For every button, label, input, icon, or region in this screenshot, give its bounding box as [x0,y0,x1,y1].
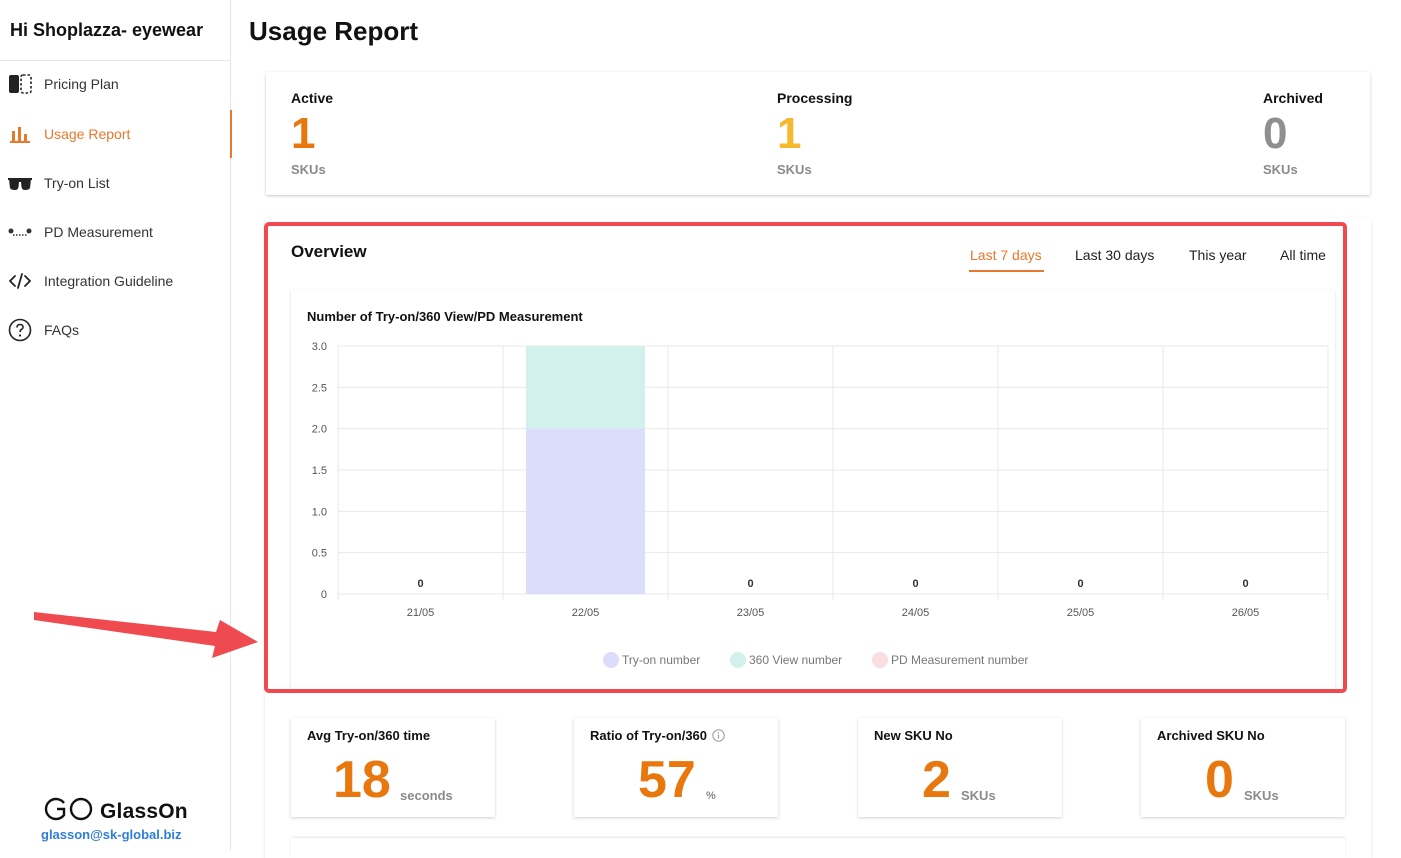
sidebar-item-pd-measurement[interactable]: PD Measurement [0,208,231,256]
glasses-icon [7,172,33,194]
y-tick-label: 2.5 [312,382,327,394]
metric-value: 18 [333,751,391,809]
metric-label: Archived SKU No [1157,728,1265,743]
legend-label: PD Measurement number [891,653,1028,667]
y-tick-label: 0 [321,589,327,601]
chart-card [291,290,1335,690]
y-tick-label: 0.5 [312,548,327,560]
brand-logo: GlassOn [42,797,188,826]
sidebar-item-label: Usage Report [44,126,131,142]
metric-label: New SKU No [874,728,953,743]
page-title: Usage Report [249,16,419,46]
metric-value: 0 [1205,751,1234,809]
stat-unit: SKUs [291,162,326,177]
legend-marker [603,652,619,668]
stat-label: Processing [777,90,853,106]
tab-last-7-days[interactable]: Last 7 days [970,247,1042,263]
question-circle-icon [7,318,33,342]
metric-avg-time: Avg Try-on/360 time 18 seconds [291,718,495,817]
brand-name: GlassOn [100,799,188,823]
metric-unit: SKUs [961,788,996,803]
stat-value: 1 [291,109,316,158]
metric-label-text: Ratio of Try-on/360 [590,728,708,743]
data-label: 0 [1242,578,1248,590]
metric-archived-sku: Archived SKU No 0 SKUs [1141,718,1345,817]
data-label: 0 [417,578,423,590]
stat-label: Active [291,90,334,106]
metric-value: 57 [638,751,696,809]
sidebar-item-label: Try-on List [44,175,110,191]
stat-unit: SKUs [777,162,812,177]
sku-stats-card: Active 1 SKUs Processing 1 SKUs Archived… [266,72,1370,195]
sidebar-item-usage-report[interactable]: Usage Report [0,110,232,158]
data-label: 0 [1077,578,1083,590]
metric-label: Ratio of Try-on/360 [590,728,725,743]
active-tab-indicator [969,270,1044,272]
bar-segment [526,346,645,429]
stat-value: 1 [777,109,802,158]
sidebar: Hi Shoplazza- eyewear Pricing Plan Usage… [0,0,232,851]
metric-unit: % [706,790,716,802]
sidebar-item-label: PD Measurement [44,224,153,240]
brand-email-link[interactable]: glasson@sk-global.biz [41,827,182,842]
legend-marker [730,652,746,668]
sidebar-item-pricing-plan[interactable]: Pricing Plan [0,60,231,108]
sidebar-item-integration-guideline[interactable]: Integration Guideline [0,257,231,305]
sidebar-item-label: Pricing Plan [44,76,119,92]
metric-unit: SKUs [1244,788,1279,803]
info-icon[interactable] [712,729,725,742]
data-label: 0 [747,578,753,590]
y-tick-label: 1.0 [312,506,327,518]
metric-unit: seconds [400,788,453,803]
highlight-box [264,222,1347,693]
metric-ratio: Ratio of Try-on/360 57 % [574,718,778,817]
stat-unit: SKUs [1263,162,1298,177]
tab-last-30-days[interactable]: Last 30 days [1075,247,1155,263]
x-tick-label: 21/05 [407,607,435,619]
chart-title: Number of Try-on/360 View/PD Measurement [307,309,583,324]
tab-this-year[interactable]: This year [1189,247,1247,263]
tab-all-time[interactable]: All time [1280,247,1326,263]
greeting: Hi Shoplazza- eyewear [10,20,204,40]
sidebar-item-faqs[interactable]: FAQs [0,306,231,354]
glasson-logo-icon [42,797,94,826]
x-tick-label: 26/05 [1232,607,1260,619]
y-tick-label: 3.0 [312,341,327,353]
legend-marker [872,652,888,668]
pd-measurement-icon [7,221,33,243]
y-tick-label: 1.5 [312,465,327,477]
bottom-card [291,838,1345,858]
x-tick-label: 25/05 [1067,607,1095,619]
sidebar-divider [0,60,231,61]
stat-value: 0 [1263,109,1288,158]
data-label: 0 [912,578,918,590]
metric-label: Avg Try-on/360 time [307,728,431,743]
sidebar-item-label: FAQs [44,322,80,338]
sidebar-item-label: Integration Guideline [44,273,174,289]
bar-chart-icon [7,123,33,145]
metric-value: 2 [922,751,951,809]
x-tick-label: 24/05 [902,607,930,619]
code-icon [7,270,33,292]
x-tick-label: 22/05 [572,607,600,619]
annotation-arrow-icon [34,612,258,658]
metric-new-sku: New SKU No 2 SKUs [858,718,1062,817]
sidebar-item-try-on-list[interactable]: Try-on List [0,159,231,207]
overview-title: Overview [291,242,367,261]
stat-label: Archived [1263,90,1323,106]
x-tick-label: 23/05 [737,607,765,619]
legend-label: Try-on number [622,653,700,667]
pricing-plan-icon [7,73,33,95]
legend-label: 360 View number [749,653,842,667]
usage-bar-chart: 0 0.5 1.0 1.5 2.0 2.5 3.0 0 21/05 22/05 0 23/05 0 24/… [312,341,1329,668]
y-tick-label: 2.0 [312,424,327,436]
bar-segment [526,428,645,594]
